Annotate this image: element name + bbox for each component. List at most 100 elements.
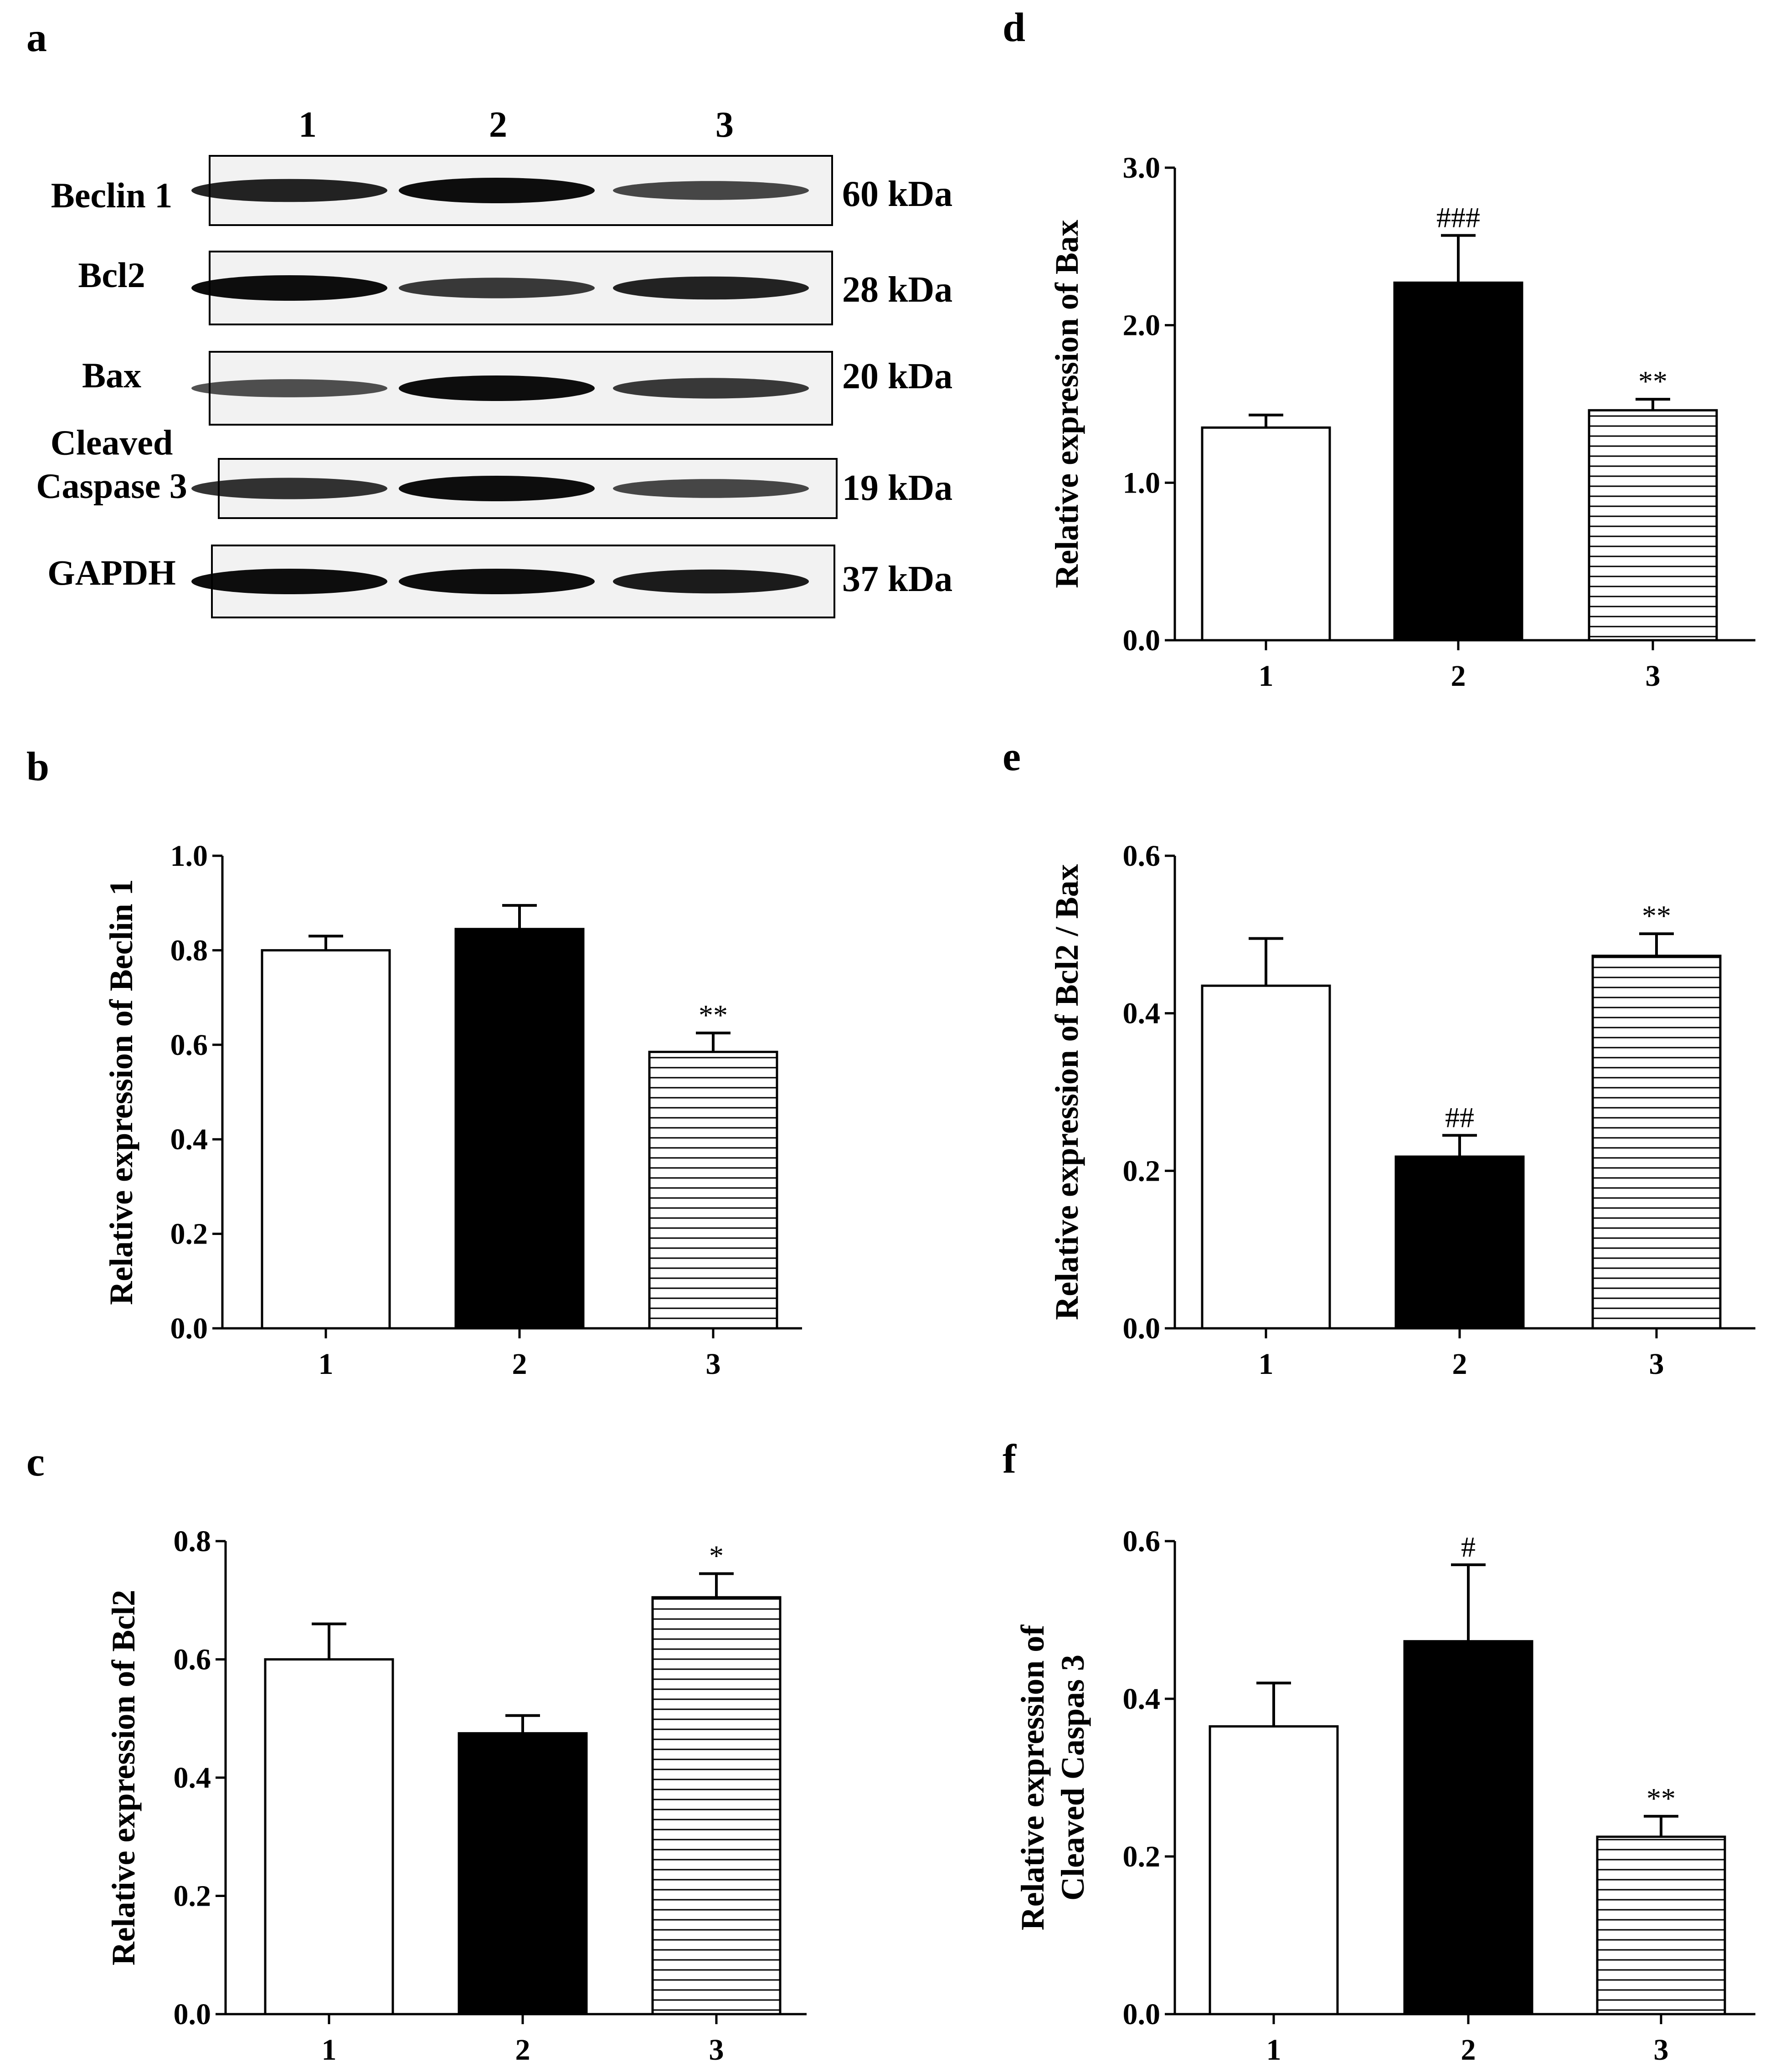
y-tick-label: 0.8 bbox=[174, 1525, 211, 1558]
y-tick-label: 0.2 bbox=[174, 1880, 211, 1913]
y-axis-title: Cleaved Caspas 3 bbox=[1055, 1655, 1091, 1901]
bar-2 bbox=[1394, 1155, 1525, 1330]
blot-strip-3: Bax 20 kDa bbox=[82, 351, 952, 426]
protein-band bbox=[399, 375, 595, 401]
protein-band bbox=[399, 476, 595, 501]
y-tick-label: 3.0 bbox=[1123, 151, 1161, 185]
y-tick-label: 1.0 bbox=[170, 839, 208, 873]
x-tick-label: 3 bbox=[1646, 659, 1661, 693]
blot-strip-2: Bcl2 28 kDa bbox=[78, 251, 952, 325]
y-tick-label: 0.0 bbox=[1123, 624, 1161, 657]
lane-label-1: 1 bbox=[298, 105, 317, 145]
y-axis-title: Relative expression of Bax bbox=[1049, 220, 1085, 588]
y-tick-label: 0.4 bbox=[1123, 997, 1161, 1030]
lane-label-3: 3 bbox=[715, 105, 734, 145]
x-tick-label: 3 bbox=[1654, 2033, 1669, 2067]
protein-band bbox=[191, 379, 387, 397]
bar-3 bbox=[1588, 409, 1718, 642]
chart-d: d 0.0 1.0 2.0 3.0 1 2 ### 3 ** Relative expression… bbox=[1003, 5, 1755, 693]
protein-band bbox=[399, 569, 595, 594]
x-tick-label: 1 bbox=[319, 1347, 334, 1381]
significance-marker: # bbox=[1461, 1531, 1476, 1563]
bar-1 bbox=[1201, 426, 1331, 642]
protein-band bbox=[613, 276, 809, 300]
chart-c: c 0.0 0.2 0.4 0.6 0.8 1 2 3 * Relative expression … bbox=[26, 1440, 807, 2067]
y-axis-title: Relative expression of Bcl2 / Bax bbox=[1049, 864, 1085, 1320]
panel-letter-b: b bbox=[26, 744, 49, 789]
panel-letter-f: f bbox=[1003, 1437, 1017, 1482]
protein-band bbox=[399, 278, 595, 298]
x-tick-label: 2 bbox=[1452, 1347, 1467, 1381]
molecular-weight-label: 37 kDa bbox=[842, 559, 952, 599]
y-tick-label: 0.8 bbox=[170, 934, 208, 967]
lane-label-2: 2 bbox=[489, 105, 507, 145]
panel-letter-a: a bbox=[26, 15, 47, 60]
y-tick-label: 0.2 bbox=[1123, 1840, 1161, 1873]
bar-1 bbox=[264, 1658, 394, 2015]
x-tick-label: 3 bbox=[709, 2033, 724, 2067]
bar-3 bbox=[651, 1596, 782, 2015]
band-label: Cleaved bbox=[51, 423, 173, 463]
bar-2 bbox=[454, 928, 585, 1330]
x-tick-label: 3 bbox=[706, 1347, 721, 1381]
bar-3 bbox=[1591, 954, 1722, 1330]
molecular-weight-label: 28 kDa bbox=[842, 270, 952, 310]
x-tick-label: 2 bbox=[515, 2033, 530, 2067]
band-label: GAPDH bbox=[47, 553, 176, 592]
bar-2 bbox=[458, 1732, 588, 2015]
y-tick-label: 0.2 bbox=[1123, 1154, 1161, 1188]
y-tick-label: 0.4 bbox=[1123, 1682, 1161, 1716]
protein-band bbox=[191, 569, 387, 594]
y-tick-label: 0.6 bbox=[170, 1028, 208, 1062]
significance-marker: * bbox=[709, 1539, 724, 1572]
bar-3 bbox=[1596, 1835, 1726, 2015]
x-tick-label: 3 bbox=[1649, 1347, 1664, 1381]
bar-1 bbox=[1201, 984, 1331, 1330]
protein-band bbox=[191, 478, 387, 499]
protein-band bbox=[613, 479, 809, 498]
protein-band bbox=[613, 569, 809, 594]
x-tick-label: 1 bbox=[322, 2033, 337, 2067]
bar-3 bbox=[648, 1050, 778, 1330]
y-tick-label: 0.6 bbox=[174, 1643, 211, 1676]
protein-band bbox=[613, 181, 809, 200]
y-tick-label: 0.0 bbox=[1123, 1998, 1161, 2031]
significance-marker: ** bbox=[699, 999, 728, 1031]
significance-marker: ** bbox=[1646, 1782, 1676, 1815]
western-blot-panel: a 1 2 3 Beclin 1 60 kDa Bcl2 28 kDa Bax 20 kDa Cle… bbox=[26, 15, 952, 618]
blot-strip-5: GAPDH 37 kDa bbox=[47, 545, 952, 618]
protein-band bbox=[399, 178, 595, 203]
protein-band bbox=[613, 378, 809, 399]
significance-marker: ### bbox=[1436, 201, 1480, 234]
band-label: Caspase 3 bbox=[36, 466, 187, 506]
significance-marker: ## bbox=[1445, 1101, 1474, 1134]
y-tick-label: 0.0 bbox=[170, 1312, 208, 1345]
band-label: Beclin 1 bbox=[51, 175, 173, 215]
x-tick-label: 2 bbox=[1461, 2033, 1476, 2067]
chart-b: b 0.0 0.2 0.4 0.6 0.8 1.0 1 2 3 ** Relative express… bbox=[26, 744, 802, 1381]
y-tick-label: 1.0 bbox=[1123, 466, 1161, 499]
molecular-weight-label: 60 kDa bbox=[842, 174, 952, 214]
y-axis-title: Relative expression of Beclin 1 bbox=[103, 879, 139, 1305]
x-tick-label: 1 bbox=[1266, 2033, 1281, 2067]
y-axis-title: Relative expression of bbox=[1014, 1625, 1051, 1931]
bar-charts: b 0.0 0.2 0.4 0.6 0.8 1.0 1 2 3 ** Relative express… bbox=[26, 5, 1755, 2067]
molecular-weight-label: 20 kDa bbox=[842, 356, 952, 396]
band-label: Bax bbox=[82, 355, 141, 395]
protein-band bbox=[191, 179, 387, 202]
molecular-weight-label: 19 kDa bbox=[842, 468, 952, 508]
protein-band bbox=[191, 275, 387, 301]
x-tick-label: 1 bbox=[1259, 1347, 1274, 1381]
band-label: Bcl2 bbox=[78, 255, 145, 295]
chart-e: e 0.0 0.2 0.4 0.6 1 2 ## 3 ** Relative expression … bbox=[1003, 734, 1755, 1381]
significance-marker: ** bbox=[1638, 365, 1667, 397]
panel-letter-d: d bbox=[1003, 5, 1025, 50]
y-tick-label: 0.0 bbox=[1123, 1312, 1161, 1345]
y-axis-title: Relative expression of Bcl2 bbox=[105, 1590, 142, 1966]
bar-1 bbox=[261, 949, 391, 1330]
x-tick-label: 2 bbox=[1451, 659, 1466, 693]
y-tick-label: 0.0 bbox=[174, 1998, 211, 2031]
panel-letter-e: e bbox=[1003, 734, 1021, 779]
y-tick-label: 0.4 bbox=[170, 1123, 208, 1156]
